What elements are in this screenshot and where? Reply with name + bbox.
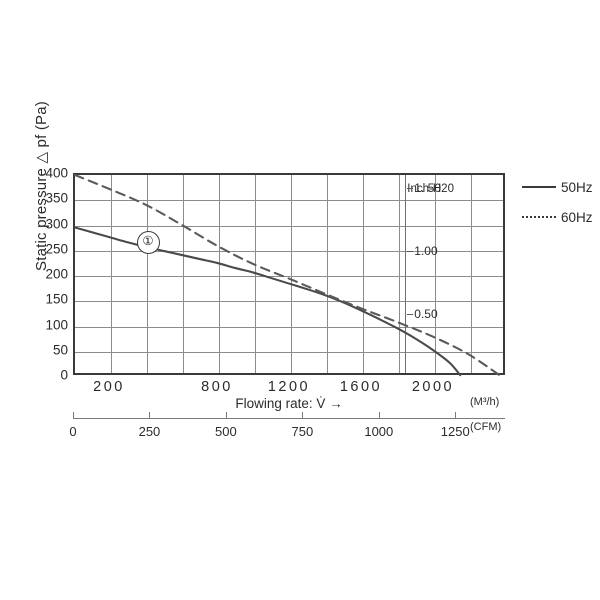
legend: 50Hz 60Hz <box>522 176 593 236</box>
y-tick-label: 250 <box>45 241 68 257</box>
cfm-tick-label: 1000 <box>364 424 394 439</box>
gridline-vertical <box>327 175 328 373</box>
legend-label: 60Hz <box>561 209 593 225</box>
cfm-tick-mark <box>73 412 74 419</box>
cfm-tick-label: 0 <box>69 424 77 439</box>
legend-item-50hz: 50Hz <box>522 176 593 198</box>
secondary-y-axis-unit: Inch-H20 <box>407 183 454 195</box>
gridline-horizontal <box>75 301 503 303</box>
gridline-vertical <box>111 175 112 373</box>
annotation-marker-1: ① <box>136 231 160 255</box>
curve-50hz <box>73 226 462 377</box>
secondary-y-tick-label: 1. 50 <box>407 181 441 195</box>
gridline-vertical <box>363 175 364 373</box>
cfm-tick-label: 1250 <box>440 424 470 439</box>
x-tick-label: 200 <box>93 379 125 395</box>
cfm-tick-mark <box>455 412 457 419</box>
y-tick-label: 150 <box>45 291 68 307</box>
cfm-tick-mark <box>302 412 304 419</box>
gridline-vertical <box>219 175 220 373</box>
gridline-horizontal <box>75 276 503 277</box>
y-axis-title: Static pressure △ pf (Pa) <box>33 101 50 271</box>
gridline-horizontal <box>75 326 503 328</box>
gridline-vertical <box>399 175 400 373</box>
x-axis-unit-cfm: (CFM) <box>470 421 502 433</box>
y-tick-label: 200 <box>45 266 68 282</box>
y-tick-label: 350 <box>45 190 68 206</box>
plot-area: Inch-H20 1. 50 1.00 0.50 ① <box>73 173 505 377</box>
x-tick-label: 1600 <box>339 379 383 395</box>
gridline-vertical <box>471 175 472 373</box>
secondary-y-tick-label: 0.50 <box>407 307 438 321</box>
gridline-horizontal <box>75 200 503 202</box>
curve-60hz <box>73 173 501 377</box>
cfm-tick-mark <box>225 412 227 419</box>
gridline-vertical <box>435 175 436 373</box>
cfm-tick-mark <box>378 412 380 419</box>
legend-line-sample-solid <box>522 186 556 188</box>
x-axis-unit-m3h: (M³/h) <box>470 396 500 408</box>
x-axis-title: Flowing rate: V̇ → <box>235 396 343 411</box>
y-tick-label: 300 <box>45 216 68 231</box>
y-tick-label: 0 <box>60 367 68 383</box>
secondary-y-tick-label: 1.00 <box>407 244 438 258</box>
legend-line-sample-dotted <box>522 216 556 218</box>
curve-series-group <box>73 173 501 377</box>
cfm-tick-mark <box>149 412 151 419</box>
legend-item-60hz: 60Hz <box>522 206 593 228</box>
y-tick-label: 400 <box>45 165 68 181</box>
y-tick-label: 100 <box>45 317 68 332</box>
cfm-axis-line <box>73 418 505 419</box>
y-tick-label: 50 <box>52 342 68 358</box>
gridline-horizontal <box>75 351 503 353</box>
cfm-tick-label: 750 <box>291 424 314 439</box>
gridline-horizontal <box>75 250 503 252</box>
gridline-vertical <box>147 175 148 373</box>
x-tick-label: 1200 <box>267 379 311 395</box>
gridline-horizontal <box>75 225 503 227</box>
x-tick-label: 800 <box>201 379 233 395</box>
cfm-tick-label: 500 <box>215 424 237 439</box>
x-tick-label: 2000 <box>411 379 455 395</box>
gridline-vertical <box>183 175 184 373</box>
legend-label: 50Hz <box>561 179 593 195</box>
gridlines <box>75 175 503 373</box>
cfm-tick-label: 250 <box>138 424 161 439</box>
secondary-y-axis-line <box>405 175 407 373</box>
gridline-vertical <box>291 175 292 373</box>
